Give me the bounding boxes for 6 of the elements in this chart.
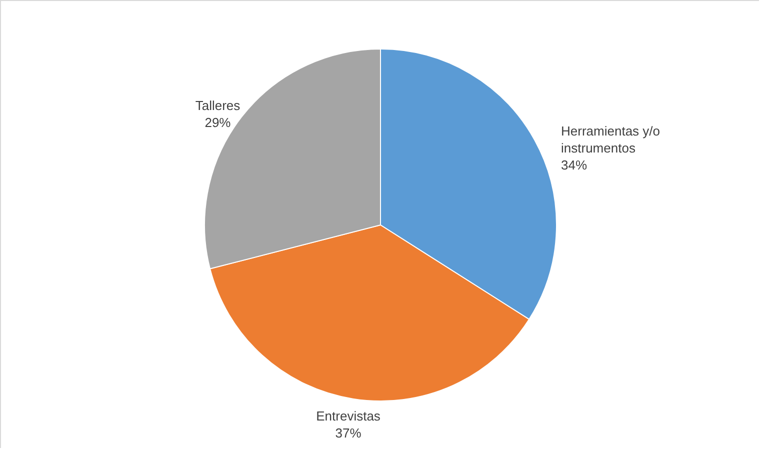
slice-label: Herramientas y/o instrumentos <box>561 124 660 156</box>
data-label: 29% <box>204 115 232 130</box>
slice-label: Entrevistas <box>316 408 381 424</box>
slice-label: Talleres <box>195 98 241 114</box>
data-label: 34% <box>561 158 588 173</box>
data-label: 37% <box>335 426 362 441</box>
